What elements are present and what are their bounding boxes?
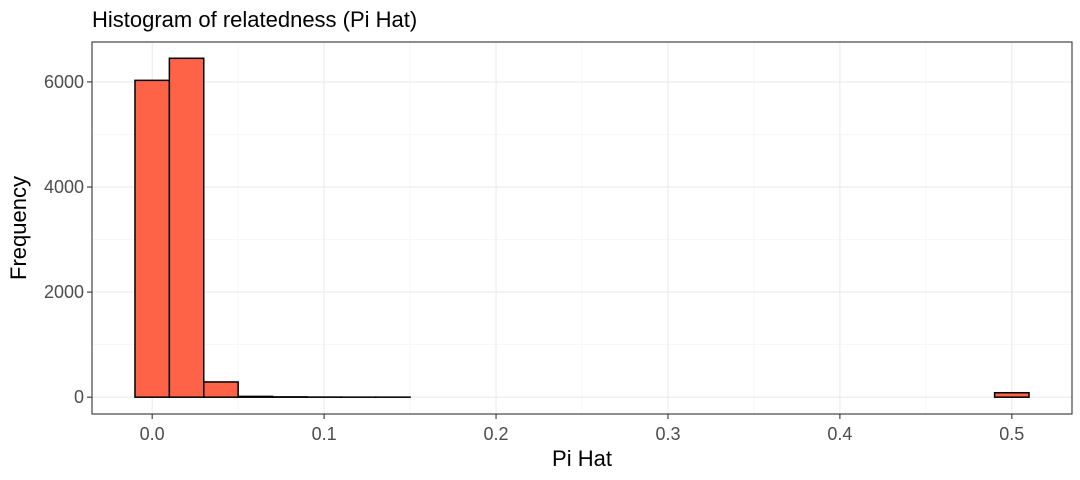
x-axis-title: Pi Hat xyxy=(552,446,612,471)
panel-border xyxy=(91,41,1073,415)
grid-lines xyxy=(92,42,1072,414)
y-axis: 0 2000 4000 6000 xyxy=(44,72,92,407)
y-axis-title: Frequency xyxy=(6,176,31,280)
x-tick-label: 0.5 xyxy=(999,424,1024,444)
y-tick-label: 6000 xyxy=(44,72,84,92)
x-tick-label: 0.3 xyxy=(655,424,680,444)
y-tick-label: 2000 xyxy=(44,282,84,302)
histogram-bar xyxy=(203,381,239,398)
histogram-bar xyxy=(134,79,171,398)
x-tick-label: 0.4 xyxy=(827,424,852,444)
histogram-bar xyxy=(237,395,274,398)
y-tick-label: 0 xyxy=(74,387,84,407)
histogram-bar xyxy=(168,57,205,398)
x-tick-label: 0.0 xyxy=(140,424,165,444)
histogram-bars xyxy=(134,57,1030,398)
x-tick-label: 0.1 xyxy=(312,424,337,444)
x-tick-label: 0.2 xyxy=(484,424,509,444)
histogram-bar xyxy=(993,391,1030,398)
y-tick-label: 4000 xyxy=(44,177,84,197)
x-axis: 0.0 0.1 0.2 0.3 0.4 0.5 xyxy=(140,414,1024,444)
chart-title: Histogram of relatedness (Pi Hat) xyxy=(92,7,417,32)
